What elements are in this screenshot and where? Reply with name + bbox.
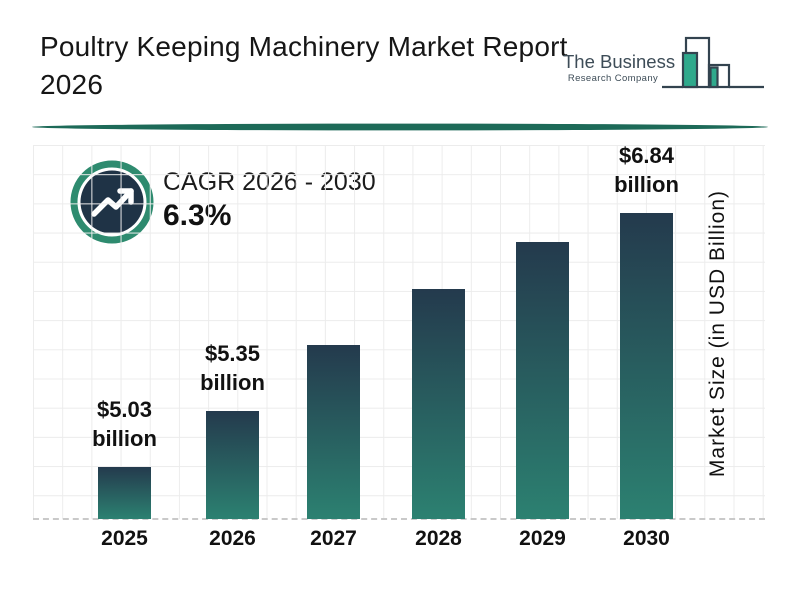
bar-2026	[206, 411, 259, 519]
bar-2028	[412, 289, 465, 519]
logo-bars-icon	[662, 36, 764, 89]
logo-subtitle: Research Company	[567, 73, 659, 84]
x-label-2028: 2028	[415, 527, 462, 550]
bar-2030	[620, 213, 673, 519]
x-label-2030: 2030	[623, 527, 670, 550]
page-title: Poultry Keeping Machinery Market Report …	[40, 31, 568, 100]
x-label-2029: 2029	[519, 527, 566, 550]
value-label-2026: $5.35 billion	[200, 341, 265, 395]
value-label-2030: $6.84 billion	[614, 143, 679, 197]
x-axis-labels: 2025 2026 2027 2028 2029 2030	[33, 527, 765, 557]
logo-text: The Business Research Company	[563, 51, 676, 85]
bar-2029	[516, 242, 569, 519]
value-label-2025: $5.03 billion	[92, 397, 157, 451]
logo-name: The Business	[563, 51, 676, 72]
x-label-2026: 2026	[209, 527, 256, 550]
bar-2027	[307, 345, 360, 519]
divider-lens	[32, 123, 768, 131]
y-axis-label: Market Size (in USD Billion)	[706, 190, 729, 478]
x-axis-baseline	[33, 518, 765, 520]
bar-2025	[98, 467, 151, 519]
y-axis-label-wrap: Market Size (in USD Billion)	[698, 150, 738, 518]
x-label-2027: 2027	[310, 527, 357, 550]
x-label-2025: 2025	[101, 527, 148, 550]
company-logo: The Business Research Company	[563, 36, 773, 110]
plot-area: $5.03 billion $5.35 billion $6.84 billion	[33, 143, 765, 520]
